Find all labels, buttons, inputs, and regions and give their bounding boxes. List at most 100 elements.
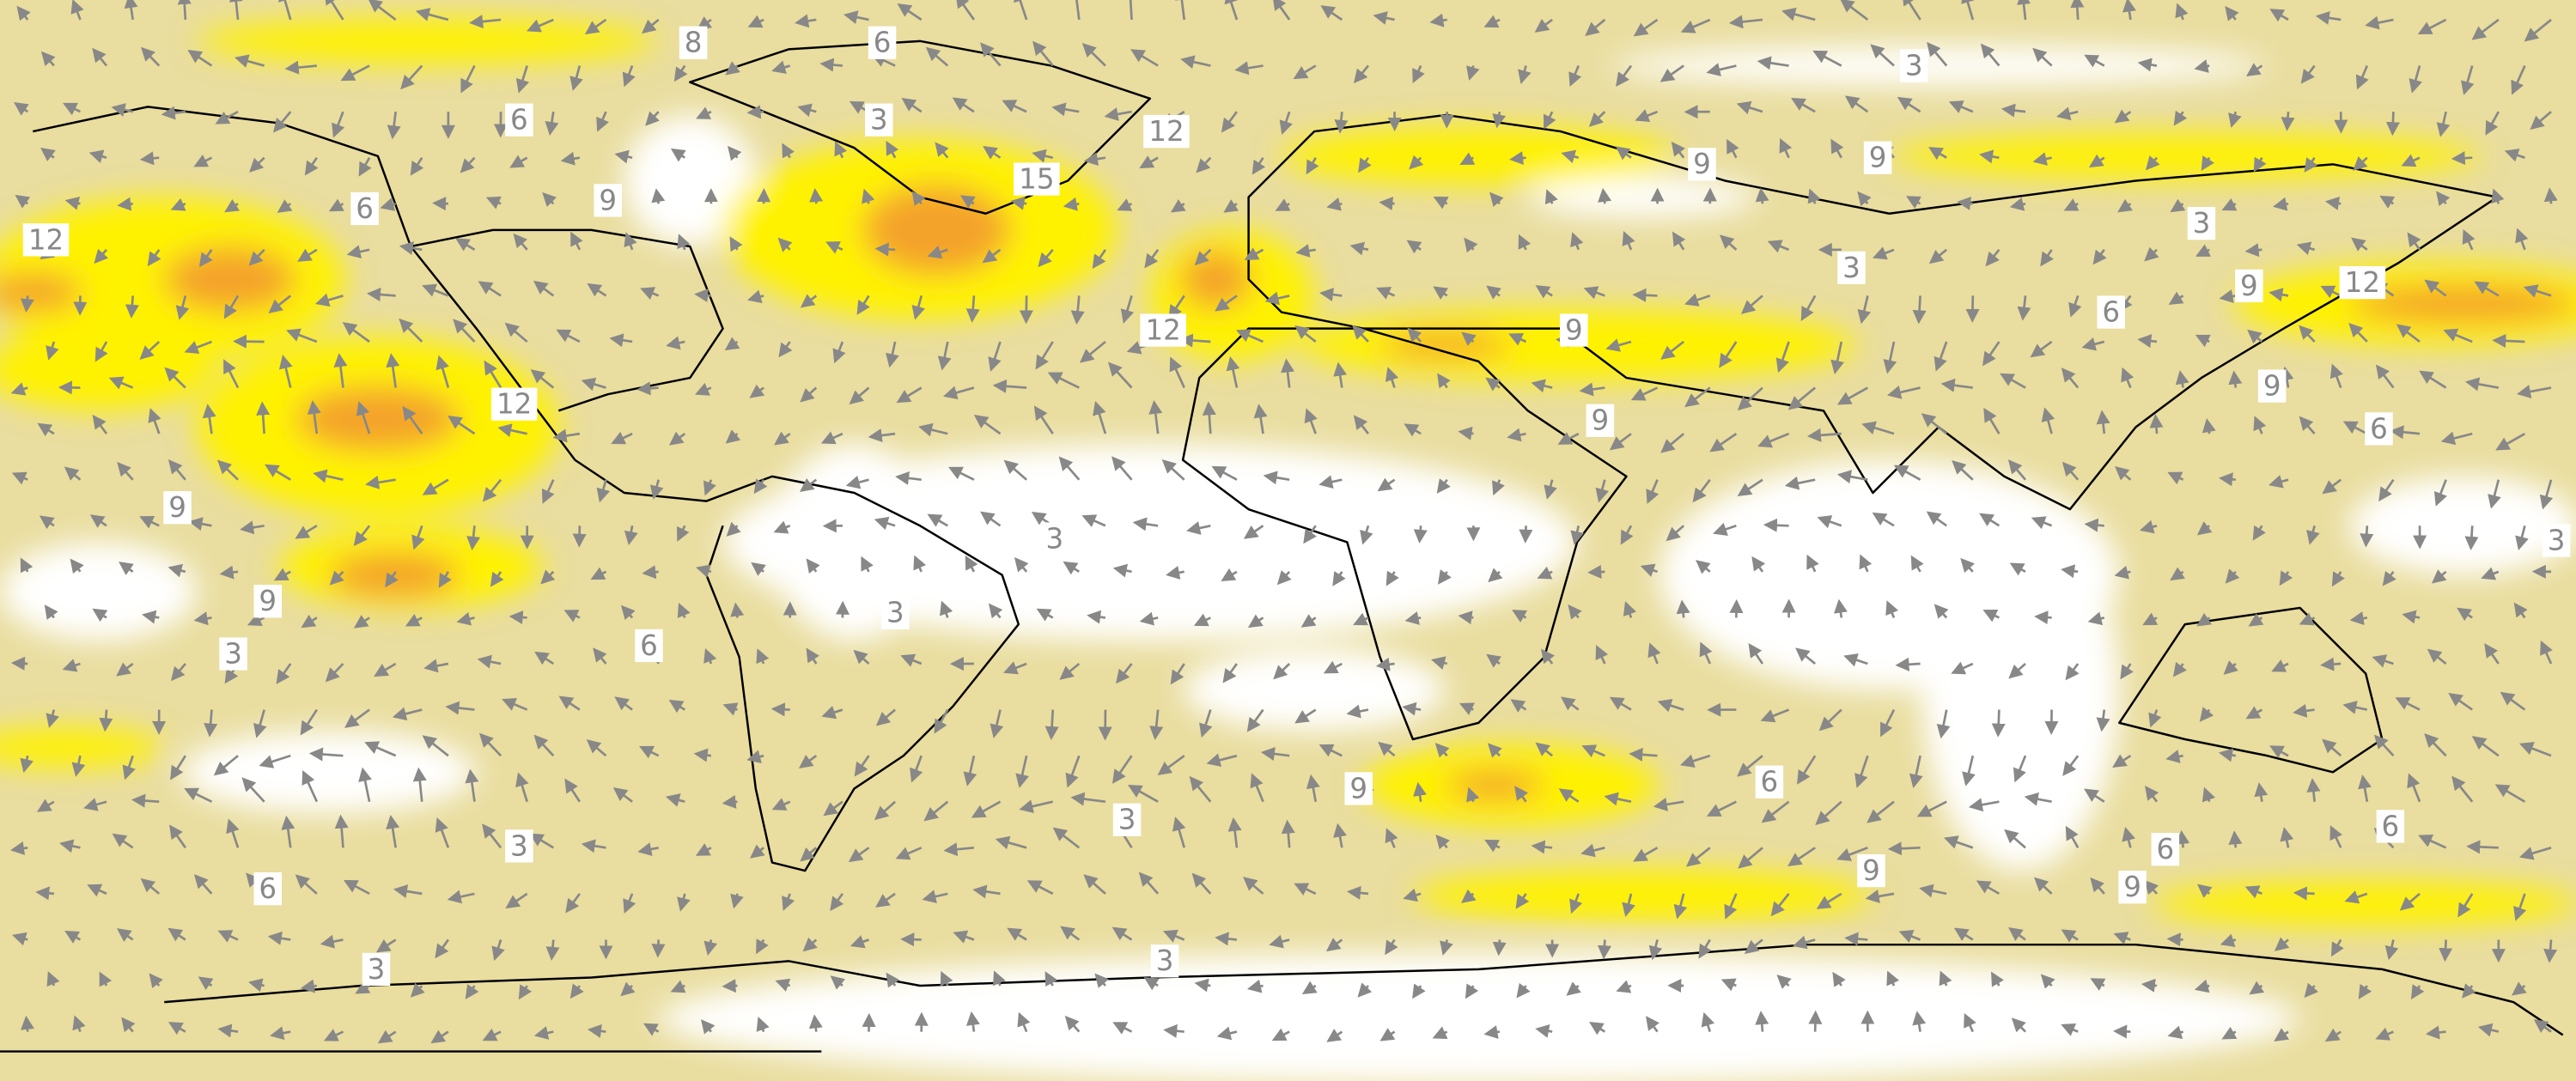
wind-arrow [1595,479,1610,503]
wind-arrow [253,709,267,738]
wind-arrow [1281,819,1295,848]
wind-arrow [270,1026,291,1041]
wind-arrow [1174,0,1189,21]
wind-arrow [267,931,291,945]
wind-arrow [1215,932,1238,946]
wind-arrow [895,847,923,860]
wind-arrow [355,981,371,994]
wind-arrow [636,381,659,396]
wind-arrow [333,353,348,388]
wind-arrow [572,525,587,548]
wind-arrow [988,603,1003,619]
wind-arrow [2353,156,2368,171]
wind-arrow [2407,232,2421,251]
wind-arrow [2471,18,2500,40]
wind-arrow [1202,401,1216,434]
wind-arrow [2401,154,2421,167]
wind-arrow [2320,285,2342,299]
wind-arrow [750,844,765,859]
wind-arrow [125,295,139,319]
wind-arrow [2219,472,2236,487]
wind-arrow [1779,137,1793,159]
wind-arrow [380,197,397,211]
wind-arrow [2488,479,2501,509]
wind-arrow [268,295,292,313]
contour-label-box [679,26,708,59]
wind-arrow [482,478,502,502]
wind-arrow [1653,797,1684,811]
wind-arrow [1808,1010,1823,1032]
wind-arrow [874,800,896,821]
wind-arrow [1751,556,1766,573]
wind-arrow [1589,1022,1606,1035]
wind-arrow [1671,141,1685,159]
wind-arrow [2296,241,2315,255]
wind-arrow [116,662,134,677]
wind-arrow [411,525,425,550]
wind-arrow [1537,566,1553,580]
wind-arrow [1186,521,1211,535]
wind-arrow [460,156,476,173]
wind-arrow [670,980,686,993]
wind-arrow [2061,367,2080,389]
wind-arrow [301,614,318,629]
wind-arrow [300,708,318,736]
wind-arrow [329,570,344,586]
wind-arrow [1968,798,2000,812]
wind-arrow [1431,656,1448,670]
wind-arrow [2113,1024,2131,1039]
wind-arrow [1836,470,1868,484]
wind-arrow [344,708,370,728]
wind-arrow [2299,416,2316,435]
wind-arrow [1279,111,1293,135]
wind-arrow [377,1029,397,1044]
wind-arrow [2427,648,2447,665]
wind-arrow [1598,187,1612,204]
wind-arrow [1744,938,1763,954]
wind-arrow [2481,567,2500,580]
wind-arrow [2166,932,2183,947]
wind-arrow [1666,525,1685,542]
wind-arrow [1070,295,1085,325]
wind-arrow [2351,237,2368,252]
wind-arrow [2511,64,2526,95]
wind-arrow [1755,1011,1769,1032]
wind-arrow [1676,599,1690,618]
wind-arrow [1909,755,1923,789]
wind-arrow [13,102,29,116]
wind-arrow [1193,613,1211,627]
contour-label: 6 [640,629,658,662]
wind-arrow [560,151,581,166]
wind-arrow [800,847,818,862]
wind-arrow [20,557,33,574]
wind-arrow [2253,156,2267,173]
contour-label-box [881,596,910,629]
wind-arrow [1081,514,1106,528]
wind-arrow [1406,240,1422,254]
wind-arrow [2269,745,2289,758]
wind-arrow [948,466,975,481]
contour-label-box [2365,412,2393,446]
wind-arrow [677,602,691,618]
wind-arrow [2402,610,2421,624]
wind-arrow [1791,97,1816,113]
wind-arrow [1003,661,1027,675]
wind-arrow [1534,18,1553,33]
wind-arrow [2254,782,2268,802]
contour-label-box [1755,765,1784,799]
contour-label: 12 [496,388,532,421]
wind-arrow [1844,932,1868,946]
wind-arrow [1409,155,1424,170]
wind-arrow [753,478,768,495]
wind-arrow [2017,295,2031,321]
wind-arrow [2293,703,2315,718]
wind-arrow [2315,10,2342,25]
wind-arrow [722,702,739,716]
wind-arrow [307,400,321,434]
wind-arrow [1333,361,1348,388]
wind-arrow [2175,3,2189,21]
wind-arrow [558,695,581,711]
wind-arrow [1990,971,2004,987]
wind-arrow [2201,155,2214,172]
wind-arrow [1581,744,1605,758]
